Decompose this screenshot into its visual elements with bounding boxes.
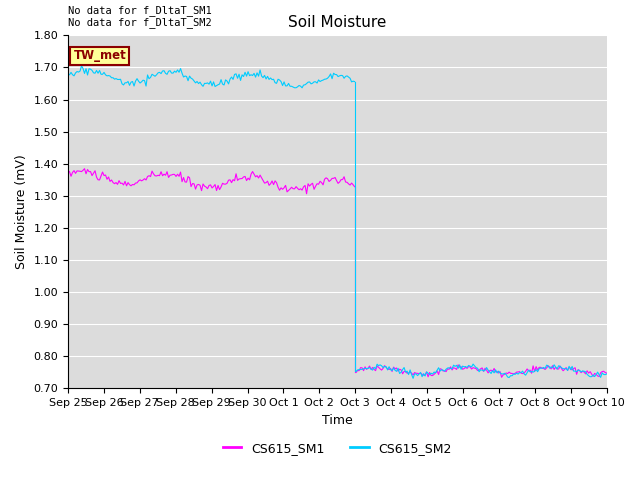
Legend: CS615_SM1, CS615_SM2: CS615_SM1, CS615_SM2 — [218, 437, 457, 460]
Title: Soil Moisture: Soil Moisture — [288, 15, 387, 30]
Y-axis label: Soil Moisture (mV): Soil Moisture (mV) — [15, 155, 28, 269]
Text: No data for f_DltaT_SM1
No data for f_DltaT_SM2: No data for f_DltaT_SM1 No data for f_Dl… — [68, 5, 212, 28]
Text: TW_met: TW_met — [74, 49, 126, 62]
X-axis label: Time: Time — [322, 414, 353, 427]
